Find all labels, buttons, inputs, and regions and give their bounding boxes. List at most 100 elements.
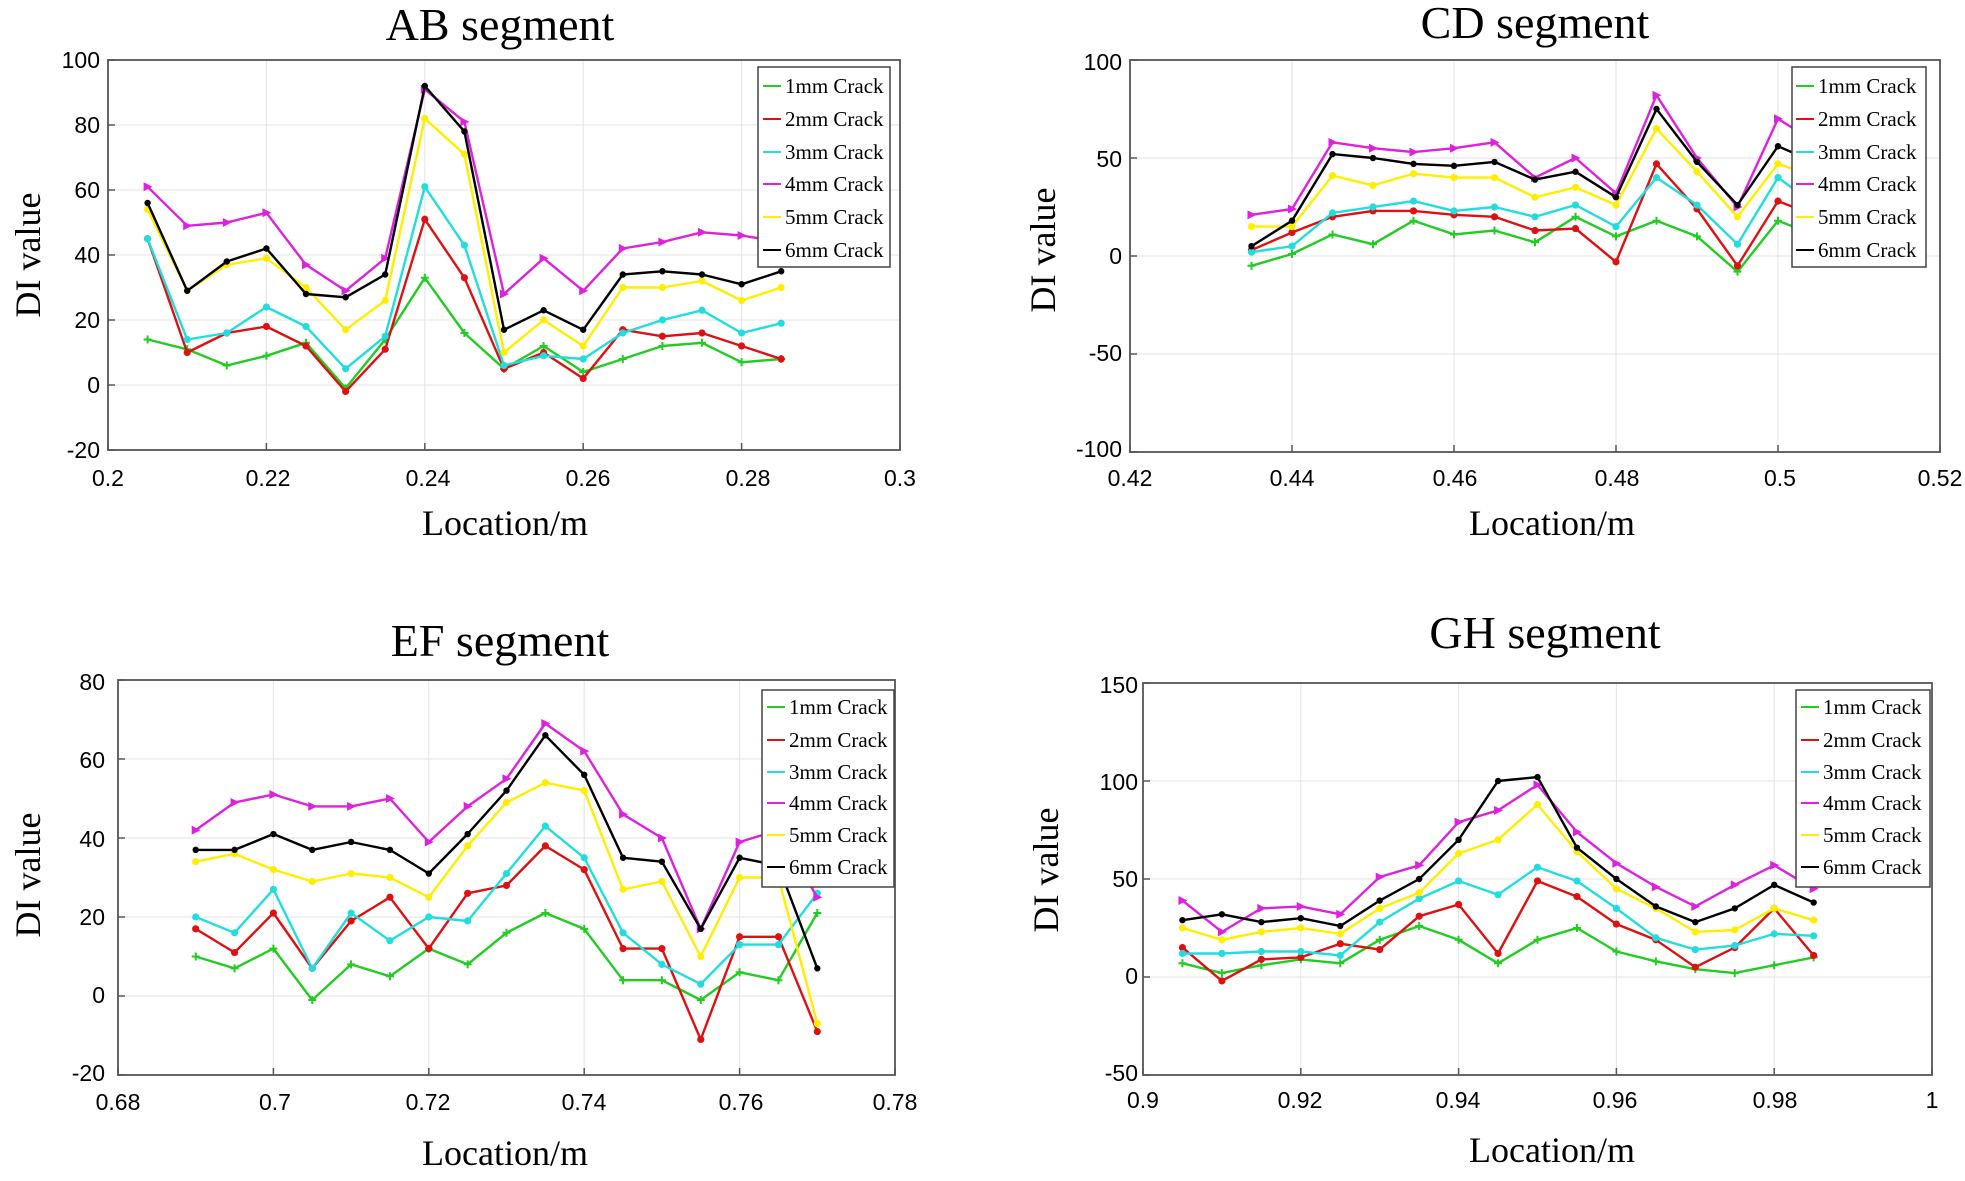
data-point bbox=[1730, 969, 1739, 978]
data-point bbox=[262, 208, 272, 218]
data-point bbox=[425, 913, 433, 921]
x-tick-label: 0.96 bbox=[1593, 1087, 1638, 1113]
data-point bbox=[464, 917, 472, 925]
data-point bbox=[736, 933, 744, 941]
data-point bbox=[1651, 957, 1660, 966]
data-point bbox=[1810, 932, 1818, 940]
legend-label: 3mm Crack bbox=[785, 140, 884, 164]
y-tick-label: 80 bbox=[79, 669, 105, 695]
data-point bbox=[1375, 872, 1385, 882]
data-point bbox=[500, 326, 508, 333]
data-point bbox=[1651, 882, 1661, 892]
data-point bbox=[1297, 953, 1305, 962]
data-point bbox=[1328, 209, 1337, 217]
x-tick-labels: 0.68 0.7 0.72 0.74 0.76 0.78 bbox=[96, 1089, 918, 1115]
x-tick-label: 0.48 bbox=[1595, 465, 1640, 491]
data-point bbox=[1612, 201, 1620, 209]
y-tick-label: -20 bbox=[72, 1060, 105, 1086]
y-tick-label: -50 bbox=[1089, 340, 1122, 366]
data-point bbox=[262, 351, 271, 360]
data-point bbox=[1490, 226, 1499, 235]
data-point bbox=[308, 801, 318, 811]
data-point bbox=[381, 296, 389, 305]
legend: 1mm Crack 2mm Crack 3mm Crack 4mm Crack … bbox=[1795, 689, 1931, 888]
data-point bbox=[1693, 201, 1701, 209]
tick-marks bbox=[117, 679, 896, 1076]
legend-entry-3mm: 3mm Crack bbox=[1796, 140, 1917, 164]
data-point bbox=[1409, 207, 1418, 215]
data-point bbox=[1571, 183, 1580, 191]
legend-entry-1mm: 1mm Crack bbox=[767, 695, 888, 719]
data-point bbox=[579, 368, 588, 376]
panel-gh: GH segment DI value Location/m 0.9 0.92 … bbox=[1026, 607, 1938, 1170]
data-point bbox=[1454, 935, 1463, 944]
data-point bbox=[269, 790, 279, 800]
data-point bbox=[1455, 900, 1463, 909]
data-point bbox=[619, 854, 627, 861]
data-point bbox=[658, 877, 666, 886]
x-tick-label: 0.22 bbox=[246, 465, 291, 491]
data-point bbox=[1178, 959, 1187, 968]
data-point bbox=[1415, 895, 1423, 903]
legend-entry-6mm: 6mm Crack bbox=[767, 855, 888, 879]
data-point bbox=[1691, 945, 1699, 954]
x-tick-label: 0.68 bbox=[96, 1089, 141, 1115]
data-point bbox=[814, 965, 821, 972]
legend: 1mm Crack 2mm Crack 3mm Crack 4mm Crack … bbox=[761, 689, 895, 888]
y-tick-label: 0 bbox=[1125, 963, 1138, 989]
data-point bbox=[698, 329, 706, 337]
data-point bbox=[192, 858, 200, 866]
data-point bbox=[342, 387, 350, 396]
data-point bbox=[1573, 844, 1581, 851]
data-point bbox=[464, 830, 471, 838]
data-point bbox=[697, 980, 705, 988]
data-point bbox=[1733, 240, 1742, 248]
data-point bbox=[1533, 863, 1542, 871]
data-point bbox=[341, 286, 351, 296]
data-point bbox=[657, 976, 666, 985]
legend-box bbox=[1795, 689, 1931, 888]
data-point bbox=[424, 837, 434, 847]
data-point bbox=[1328, 230, 1337, 239]
data-point bbox=[425, 893, 433, 901]
data-point bbox=[1533, 800, 1542, 809]
data-point bbox=[1531, 193, 1539, 201]
data-point bbox=[263, 245, 270, 252]
data-point bbox=[463, 960, 472, 969]
data-point bbox=[1572, 924, 1581, 932]
data-point bbox=[1571, 153, 1581, 163]
y-tick-label: 100 bbox=[62, 47, 100, 73]
data-point bbox=[386, 873, 394, 882]
data-point bbox=[1571, 201, 1580, 209]
data-point bbox=[503, 787, 510, 794]
data-point bbox=[1691, 901, 1701, 911]
data-point bbox=[579, 374, 587, 383]
y-axis-label: DI value bbox=[1023, 188, 1063, 313]
x-tick-label: 0.42 bbox=[1108, 465, 1153, 491]
legend-label: 2mm Crack bbox=[1823, 728, 1922, 752]
data-point bbox=[1218, 977, 1226, 985]
y-tick-label: 60 bbox=[79, 747, 105, 773]
data-point bbox=[1731, 942, 1739, 950]
data-point bbox=[1415, 889, 1423, 897]
data-point bbox=[1369, 240, 1377, 249]
data-point bbox=[1731, 905, 1738, 912]
data-point bbox=[696, 995, 705, 1004]
data-point bbox=[1178, 924, 1187, 932]
data-point bbox=[698, 277, 706, 285]
data-point bbox=[1336, 940, 1344, 948]
data-point bbox=[1774, 174, 1782, 182]
data-point bbox=[230, 964, 239, 973]
data-point bbox=[813, 909, 822, 918]
data-point bbox=[697, 1035, 705, 1044]
data-point bbox=[1612, 885, 1620, 893]
data-point bbox=[1297, 924, 1305, 932]
series-2mm-crack bbox=[192, 842, 821, 1044]
tick-marks bbox=[107, 59, 901, 451]
data-point bbox=[1257, 903, 1267, 913]
y-tick-labels: -100 -50 0 50 100 bbox=[1076, 49, 1122, 462]
data-point bbox=[1494, 891, 1502, 899]
legend-label: 4mm Crack bbox=[785, 172, 884, 196]
data-point bbox=[1494, 949, 1502, 958]
data-point bbox=[460, 241, 468, 249]
